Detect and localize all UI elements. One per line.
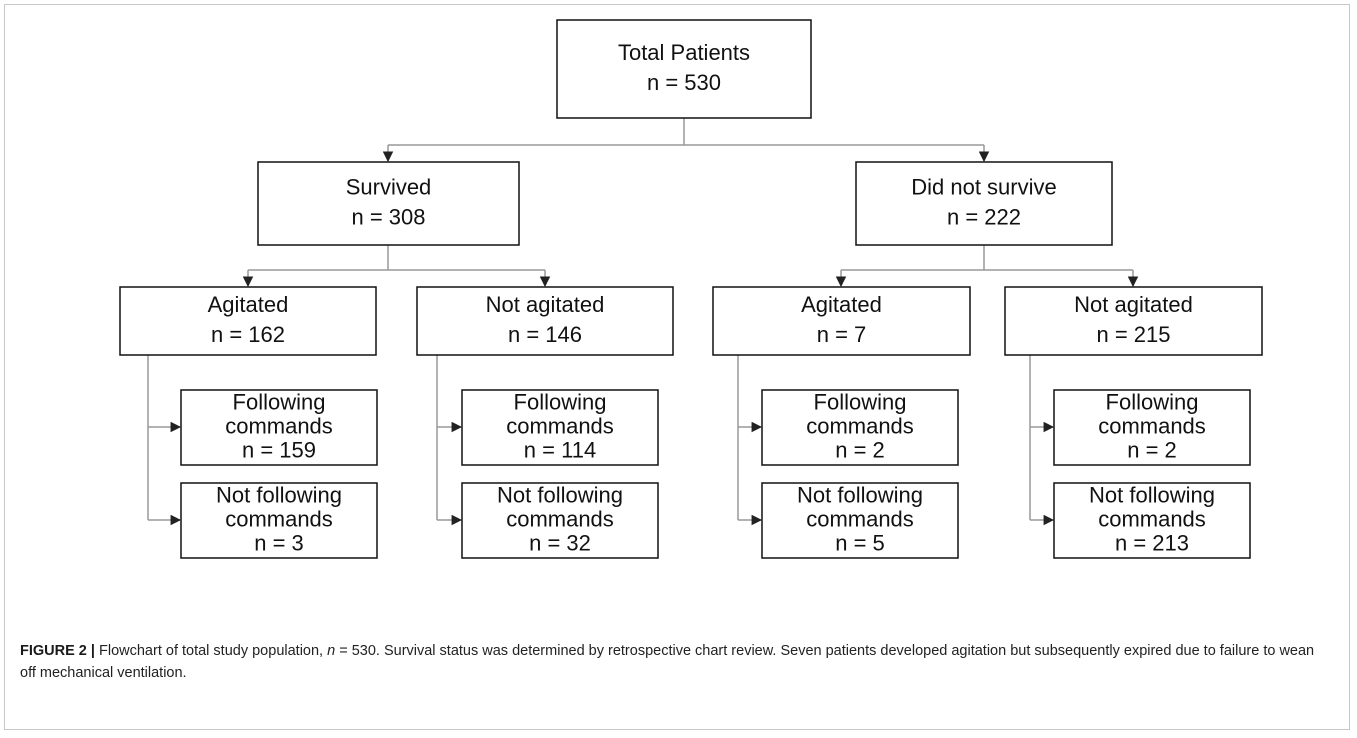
node-box xyxy=(556,19,812,119)
node-label: n = 3 xyxy=(254,530,304,555)
caption-text: = 530. Survival status was determined by… xyxy=(20,643,1315,681)
figure-frame xyxy=(4,4,1350,730)
caption-label: FIGURE 2 | xyxy=(20,643,95,659)
node-label: Not agitated xyxy=(486,292,605,317)
node-label: n = 2 xyxy=(835,437,885,462)
node-label: commands xyxy=(1098,413,1206,438)
node-box xyxy=(180,482,378,559)
node-label: n = 32 xyxy=(529,530,591,555)
node-label: n = 308 xyxy=(351,204,425,229)
caption-text: n xyxy=(327,643,336,659)
node-label: n = 222 xyxy=(947,204,1021,229)
node-label: Following xyxy=(1106,389,1199,414)
node-label: n = 146 xyxy=(508,322,582,347)
node-box xyxy=(1053,389,1251,466)
node-label: Following xyxy=(814,389,907,414)
node-box xyxy=(761,389,959,466)
node-label: n = 213 xyxy=(1115,530,1189,555)
node-label: commands xyxy=(506,413,614,438)
node-label: n = 530 xyxy=(647,70,721,95)
node-box xyxy=(416,286,674,356)
node-box xyxy=(855,161,1113,246)
node-box xyxy=(761,482,959,559)
node-box xyxy=(257,161,520,246)
caption-text: Flowchart of total study population, xyxy=(99,643,328,659)
node-box xyxy=(1053,482,1251,559)
node-label: commands xyxy=(1098,506,1206,531)
node-label: Total Patients xyxy=(618,40,750,65)
node-label: Not following xyxy=(216,482,342,507)
node-box xyxy=(461,482,659,559)
node-label: commands xyxy=(225,413,333,438)
node-box xyxy=(119,286,377,356)
node-label: Not following xyxy=(1089,482,1215,507)
node-label: commands xyxy=(806,413,914,438)
node-label: n = 162 xyxy=(211,322,285,347)
node-label: Not following xyxy=(497,482,623,507)
node-label: n = 114 xyxy=(524,437,596,462)
node-label: n = 5 xyxy=(835,530,885,555)
node-label: Not following xyxy=(797,482,923,507)
node-label: Following xyxy=(514,389,607,414)
node-label: Survived xyxy=(346,174,432,199)
node-label: Not agitated xyxy=(1074,292,1193,317)
node-label: Did not survive xyxy=(911,174,1057,199)
node-label: n = 2 xyxy=(1127,437,1177,462)
node-label: n = 7 xyxy=(817,322,867,347)
caption: FIGURE 2 | Flowchart of total study popu… xyxy=(20,640,1330,684)
node-label: Agitated xyxy=(801,292,882,317)
node-box xyxy=(180,389,378,466)
node-box xyxy=(461,389,659,466)
node-label: commands xyxy=(225,506,333,531)
node-label: commands xyxy=(506,506,614,531)
node-label: commands xyxy=(806,506,914,531)
node-box xyxy=(1004,286,1263,356)
node-label: n = 215 xyxy=(1096,322,1170,347)
node-box xyxy=(712,286,971,356)
node-label: Following xyxy=(233,389,326,414)
node-label: n = 159 xyxy=(242,437,316,462)
node-label: Agitated xyxy=(208,292,289,317)
